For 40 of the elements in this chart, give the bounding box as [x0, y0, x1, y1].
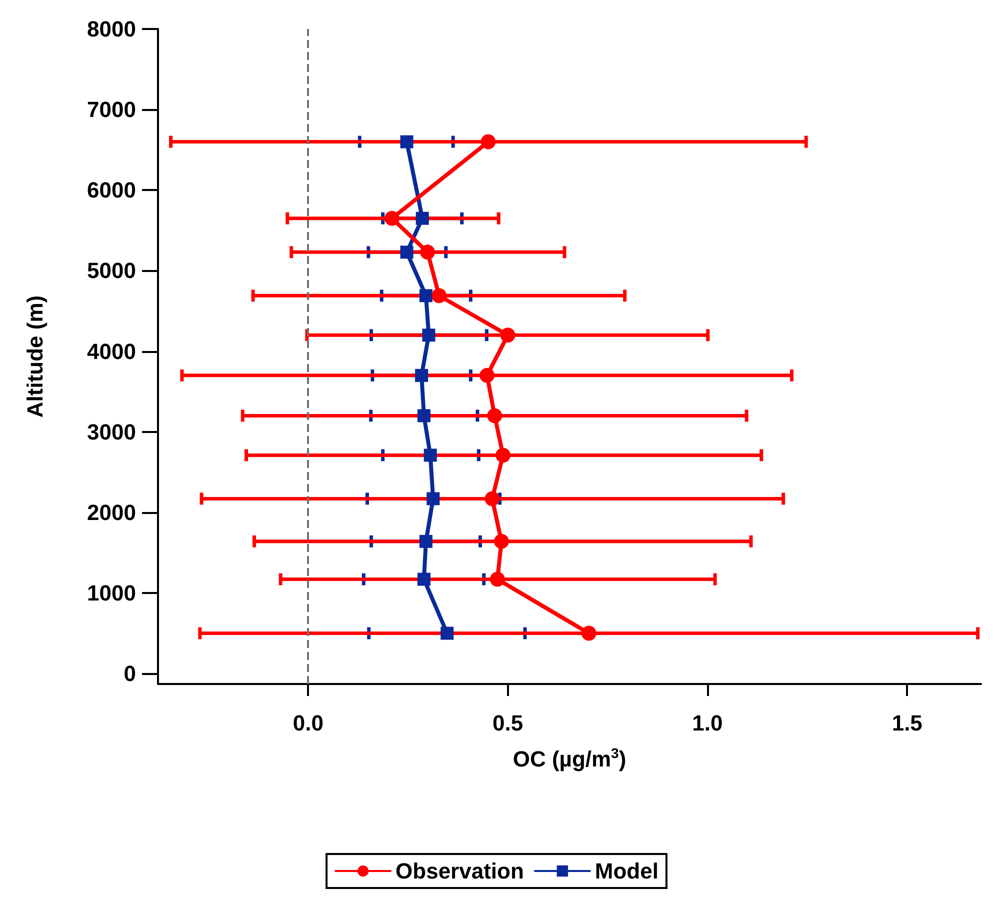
point	[419, 534, 432, 548]
y-tick-label: 7000	[87, 97, 136, 122]
point	[484, 491, 500, 506]
point	[424, 448, 437, 462]
point	[500, 328, 516, 343]
y-tick-label: 2000	[87, 500, 136, 525]
point	[480, 134, 496, 150]
point	[417, 409, 430, 422]
y-axis-title: Altitude (m)	[22, 295, 48, 418]
point	[440, 626, 454, 640]
point	[417, 572, 430, 586]
y-tick-label: 8000	[87, 16, 136, 42]
y-tick-label: 0	[124, 661, 136, 686]
point	[581, 626, 596, 641]
point	[384, 210, 400, 226]
point	[415, 368, 428, 382]
x-tick-label: 0.0	[292, 710, 324, 736]
y-tick-label: 6000	[87, 178, 136, 203]
point	[422, 328, 436, 342]
point	[496, 448, 511, 463]
point	[494, 534, 509, 549]
point	[416, 212, 429, 225]
point	[419, 289, 432, 302]
point	[480, 368, 495, 383]
point	[490, 572, 505, 587]
point	[487, 408, 502, 424]
x-tick-label: 1.0	[692, 710, 723, 736]
legend-label: Model	[594, 858, 658, 884]
legend-label: Observation	[396, 858, 524, 884]
point	[420, 244, 436, 260]
point	[400, 246, 414, 259]
y-tick-label: 5000	[87, 258, 136, 284]
y-tick-label: 4000	[87, 338, 136, 364]
point	[432, 288, 447, 304]
y-tick-label: 1000	[87, 580, 136, 606]
y-tick-label: 3000	[87, 419, 136, 444]
point	[400, 135, 414, 148]
x-tick-label: 0.5	[492, 710, 524, 736]
x-tick-label: 1.5	[892, 710, 922, 736]
point	[426, 492, 440, 506]
